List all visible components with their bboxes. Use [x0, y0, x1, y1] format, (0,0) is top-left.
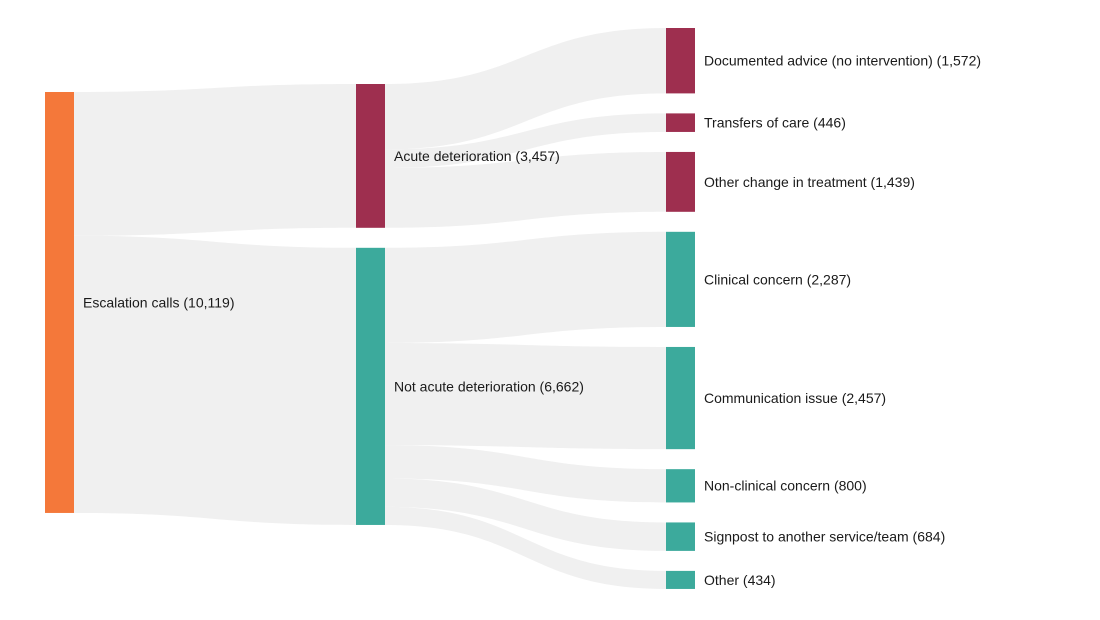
label-other: Other (434): [704, 572, 776, 588]
label-signpost: Signpost to another service/team (684): [704, 529, 945, 545]
flow-escalation-to-acute: [74, 84, 356, 236]
label-other-change: Other change in treatment (1,439): [704, 174, 915, 190]
node-communication: [666, 346, 695, 450]
node-signpost: [666, 522, 695, 551]
label-non-clinical: Non-clinical concern (800): [704, 478, 867, 494]
flow-not-acute-to-clinical: [385, 231, 666, 343]
node-documented: [666, 28, 695, 94]
label-transfers: Transfers of care (446): [704, 115, 846, 131]
node-acute: [356, 84, 385, 228]
label-not-acute: Not acute deterioration (6,662): [394, 378, 584, 394]
label-acute: Acute deterioration (3,457): [394, 148, 560, 164]
label-clinical: Clinical concern (2,287): [704, 271, 851, 287]
node-transfers: [666, 113, 695, 132]
flow-acute-to-other-change: [385, 151, 666, 228]
node-other-change: [666, 151, 695, 212]
flow-escalation-to-not-acute: [74, 235, 356, 525]
node-other: [666, 570, 695, 589]
flow-acute-to-transfers: [385, 113, 666, 168]
label-documented: Documented advice (no intervention) (1,5…: [704, 53, 981, 69]
flow-not-acute-to-non-clinical: [385, 445, 666, 503]
flow-not-acute-to-other: [385, 506, 666, 589]
label-escalation: Escalation calls (10,119): [83, 294, 234, 310]
flow-not-acute-to-communication: [385, 342, 666, 450]
label-communication: Communication issue (2,457): [704, 390, 886, 406]
node-non-clinical: [666, 469, 695, 503]
node-clinical: [666, 231, 695, 327]
flow-not-acute-to-signpost: [385, 478, 666, 551]
node-not-acute: [356, 247, 385, 525]
node-escalation: [45, 92, 74, 513]
flow-acute-to-documented: [385, 28, 666, 150]
